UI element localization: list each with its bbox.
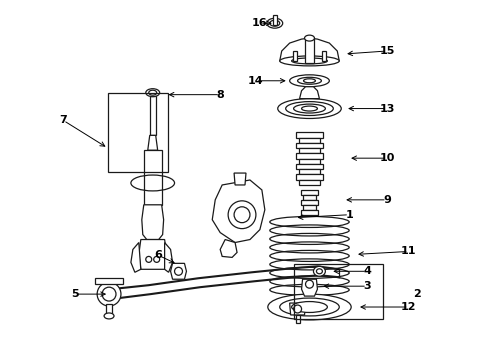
FancyBboxPatch shape (298, 148, 320, 153)
Polygon shape (147, 135, 157, 150)
Text: 7: 7 (60, 116, 67, 126)
Text: 1: 1 (345, 210, 352, 220)
Text: 14: 14 (247, 76, 263, 86)
Polygon shape (212, 180, 264, 243)
Ellipse shape (279, 56, 339, 66)
Text: 9: 9 (382, 195, 390, 205)
Polygon shape (279, 38, 339, 61)
Ellipse shape (301, 106, 317, 111)
FancyBboxPatch shape (295, 315, 299, 323)
Ellipse shape (102, 287, 116, 301)
FancyBboxPatch shape (149, 96, 155, 135)
Ellipse shape (145, 256, 151, 262)
Ellipse shape (316, 269, 322, 274)
FancyBboxPatch shape (298, 180, 320, 185)
Ellipse shape (293, 305, 301, 313)
Ellipse shape (293, 104, 325, 113)
Polygon shape (299, 87, 319, 99)
FancyBboxPatch shape (300, 210, 318, 215)
Polygon shape (131, 243, 141, 272)
Text: 8: 8 (216, 90, 224, 100)
Text: 2: 2 (412, 289, 420, 299)
Text: 6: 6 (154, 251, 163, 260)
Polygon shape (170, 264, 186, 279)
FancyBboxPatch shape (295, 164, 323, 169)
Ellipse shape (304, 35, 314, 41)
Text: 15: 15 (378, 46, 394, 56)
FancyBboxPatch shape (295, 143, 323, 148)
Ellipse shape (297, 77, 321, 84)
FancyBboxPatch shape (272, 15, 276, 25)
Text: 4: 4 (363, 266, 370, 276)
FancyBboxPatch shape (300, 190, 318, 195)
Polygon shape (289, 303, 305, 315)
Ellipse shape (305, 280, 313, 288)
Ellipse shape (285, 102, 333, 116)
Polygon shape (234, 173, 245, 185)
Text: 12: 12 (400, 302, 416, 312)
FancyBboxPatch shape (292, 51, 296, 61)
Ellipse shape (267, 294, 350, 320)
Text: 13: 13 (378, 104, 394, 113)
Ellipse shape (174, 267, 182, 275)
FancyBboxPatch shape (304, 38, 314, 63)
FancyBboxPatch shape (302, 195, 316, 200)
Text: 11: 11 (400, 247, 416, 256)
FancyBboxPatch shape (298, 138, 320, 143)
Polygon shape (142, 205, 163, 239)
Polygon shape (164, 243, 172, 272)
Ellipse shape (291, 302, 326, 312)
FancyBboxPatch shape (298, 169, 320, 175)
Text: 10: 10 (378, 153, 394, 163)
Ellipse shape (289, 75, 328, 87)
FancyBboxPatch shape (322, 51, 325, 61)
Ellipse shape (279, 298, 339, 316)
Ellipse shape (153, 256, 160, 262)
FancyBboxPatch shape (300, 200, 318, 205)
Polygon shape (95, 278, 122, 284)
Ellipse shape (269, 20, 279, 26)
Ellipse shape (148, 90, 156, 95)
Ellipse shape (266, 18, 282, 28)
FancyBboxPatch shape (295, 153, 323, 159)
Ellipse shape (291, 58, 326, 64)
Ellipse shape (104, 313, 114, 319)
FancyBboxPatch shape (106, 304, 112, 316)
Ellipse shape (97, 282, 121, 306)
FancyBboxPatch shape (295, 132, 323, 138)
Text: 5: 5 (71, 289, 79, 299)
Text: 16: 16 (251, 18, 267, 28)
FancyBboxPatch shape (143, 150, 162, 205)
FancyBboxPatch shape (295, 175, 323, 180)
Polygon shape (139, 239, 166, 269)
FancyBboxPatch shape (302, 205, 316, 210)
Polygon shape (220, 239, 237, 257)
Ellipse shape (313, 266, 325, 276)
Ellipse shape (145, 89, 160, 96)
Text: 3: 3 (363, 281, 370, 291)
Polygon shape (301, 279, 317, 296)
Ellipse shape (303, 79, 315, 83)
Ellipse shape (234, 207, 249, 223)
Ellipse shape (277, 99, 341, 118)
Ellipse shape (228, 201, 255, 229)
FancyBboxPatch shape (298, 159, 320, 164)
